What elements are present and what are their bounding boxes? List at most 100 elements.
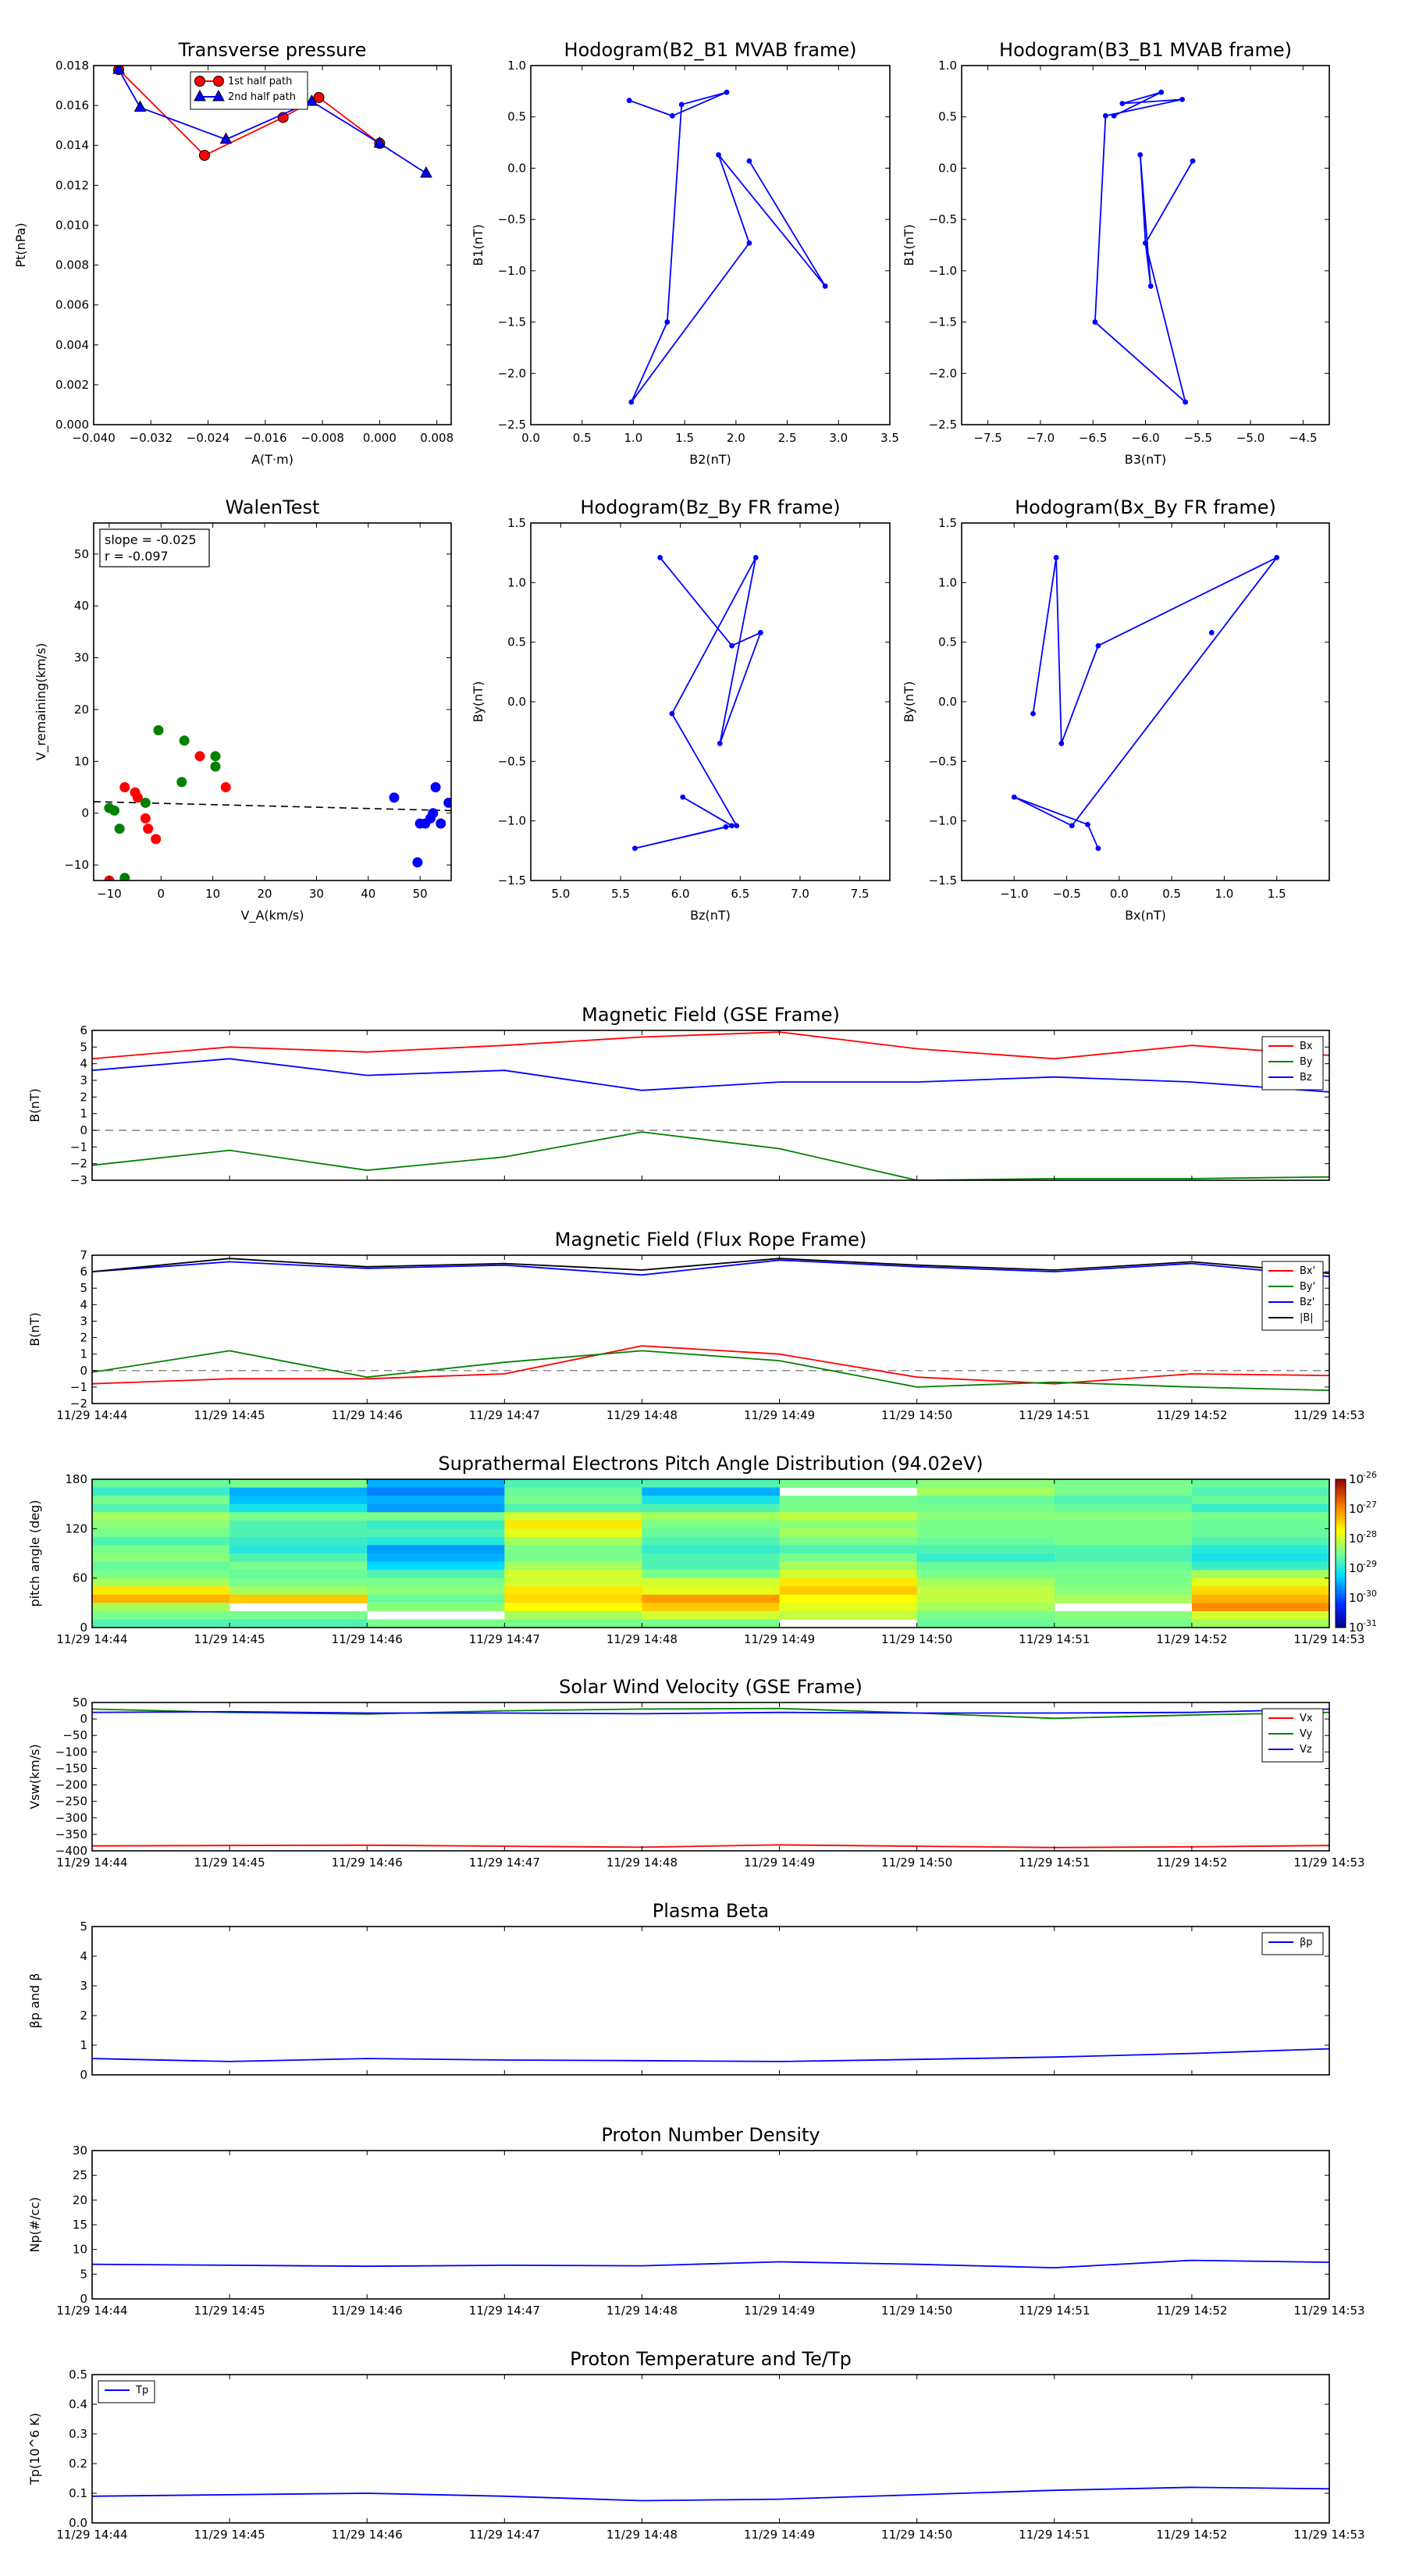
colorbar-tick-exponent: -29	[1363, 1559, 1377, 1569]
x-tick-label: 30	[309, 887, 324, 901]
x-tick-label: 1.5	[1268, 887, 1286, 901]
data-point	[443, 797, 451, 808]
legend-label: Bx	[1300, 1041, 1313, 1052]
series-line-0	[92, 2048, 1329, 2062]
heatmap-cell	[779, 1528, 918, 1538]
heatmap-cell	[229, 1594, 368, 1603]
x-tick-label: −7.0	[1026, 431, 1055, 445]
chart-h4: Hodogram(Bx_By FR frame) −1.5 −1.0 −0.5 0.0 0…	[902, 496, 1330, 923]
y-tick-label: −300	[55, 1811, 87, 1825]
data-layer	[92, 2259, 1329, 2269]
x-tick-label: 11/29 14:50	[881, 1408, 952, 1422]
x-tick-label: 11/29 14:44	[56, 1856, 127, 1870]
heatmap-cell	[1191, 1603, 1330, 1612]
x-tick-label: 11/29 14:50	[881, 2528, 952, 2542]
heatmap-cell	[504, 1619, 642, 1628]
series-line-1	[92, 1350, 1329, 1391]
y-tick-label: 0.0	[938, 161, 957, 175]
x-tick-label: 0.008	[420, 431, 454, 445]
y-tick-label: 0.014	[55, 138, 89, 152]
y-tick-label: −10	[64, 858, 89, 872]
y-tick-label: 5	[80, 2267, 87, 2281]
chart-h1: Hodogram(B2_B1 MVAB frame) −2.5 −2.0 −1.5 −1…	[471, 39, 899, 467]
heatmap-cell	[1191, 1512, 1330, 1521]
heatmap-cell	[367, 1619, 505, 1628]
legend-frame	[98, 2380, 155, 2403]
x-tick-label: 11/29 14:52	[1156, 2304, 1227, 2318]
data-point	[632, 845, 638, 852]
data-point	[389, 792, 400, 803]
colorbar-tick-label: 10	[1349, 1591, 1364, 1605]
y-tick-label: −1.0	[929, 264, 957, 278]
heatmap-cell	[504, 1512, 642, 1521]
heatmap-cell	[504, 1586, 642, 1596]
heatmap-cell	[642, 1603, 780, 1612]
heatmap-cell	[367, 1520, 505, 1529]
data-point	[752, 554, 759, 560]
plot-frame	[91, 2374, 1330, 2524]
chart-beta: Plasma Beta 0 1 2 3 4 5 βp and β βp	[27, 1900, 1330, 2082]
series-line-2	[92, 1058, 1329, 1093]
y-axis-label: By(nT)	[902, 681, 916, 723]
series-line-1	[92, 1131, 1329, 1180]
data-point	[758, 630, 763, 635]
heatmap-cell	[916, 1496, 1055, 1505]
y-tick-label: −1.0	[498, 264, 526, 278]
x-tick-label: −0.040	[72, 431, 116, 445]
y-tick-label: 0.5	[69, 2368, 87, 2382]
x-tick-label: 11/29 14:53	[1293, 2528, 1364, 2542]
data-point	[1058, 741, 1065, 746]
chart-title: Proton Temperature and Te/Tp	[570, 2348, 852, 2370]
annotation-line: slope = -0.025	[105, 532, 197, 547]
colorbar-tick-exponent: -30	[1363, 1589, 1377, 1599]
y-tick-label: 5	[80, 1040, 87, 1054]
y-tick-label: 3	[80, 1314, 87, 1328]
x-tick-label: 11/29 14:47	[469, 2528, 540, 2542]
heatmap-cell	[229, 1520, 368, 1529]
x-tick-label: 3.5	[880, 431, 899, 445]
y-tick-label: −1	[70, 1380, 87, 1394]
y-tick-label: 6	[80, 1023, 87, 1037]
heatmap-cell	[1054, 1594, 1193, 1603]
heatmap-cell	[92, 1603, 230, 1612]
heatmap-cell	[367, 1553, 505, 1563]
heatmap-cell	[92, 1520, 230, 1529]
x-axis-label: B2(nT)	[689, 452, 731, 467]
data-point	[198, 150, 210, 161]
x-tick-label: 1.5	[675, 431, 694, 445]
heatmap-cell	[504, 1479, 642, 1489]
data-point	[179, 735, 190, 746]
legend: Bx By Bz	[1261, 1036, 1324, 1091]
x-tick-label: 7.5	[851, 887, 870, 901]
heatmap-cell	[1191, 1503, 1330, 1513]
data-layer	[92, 2486, 1329, 2502]
heatmap-cell	[367, 1503, 505, 1513]
heatmap-cell	[229, 1561, 368, 1571]
legend-label: Bz'	[1300, 1297, 1314, 1308]
heatmap-cell	[229, 1545, 368, 1554]
y-tick-label: 0	[81, 806, 89, 820]
y-tick-label: −100	[55, 1745, 87, 1759]
x-tick-label: 11/29 14:50	[881, 2304, 952, 2318]
heatmap-cell	[229, 1512, 368, 1521]
legend-marker	[194, 76, 205, 87]
x-tick-label: −4.5	[1289, 431, 1317, 445]
data-layer	[1011, 554, 1280, 852]
heatmap-cell	[367, 1578, 505, 1587]
x-tick-label: 10	[205, 887, 220, 901]
y-tick-label: 25	[73, 2169, 87, 2183]
y-tick-label: 0	[80, 1621, 87, 1635]
heatmap-cell	[779, 1496, 918, 1505]
colorbar-tick-exponent: -27	[1363, 1500, 1377, 1510]
heatmap-cell	[504, 1528, 642, 1538]
colorbar-tick-exponent: -26	[1363, 1470, 1377, 1480]
legend-label: Vx	[1300, 1713, 1313, 1724]
y-tick-label: −150	[55, 1761, 87, 1775]
series-line-1	[92, 1707, 1329, 1720]
heatmap-cell	[642, 1479, 780, 1489]
heatmap-cell	[1191, 1520, 1330, 1529]
data-point	[664, 319, 670, 325]
y-tick-label: 4	[80, 1057, 87, 1071]
y-axis-label: B1(nT)	[471, 224, 486, 266]
